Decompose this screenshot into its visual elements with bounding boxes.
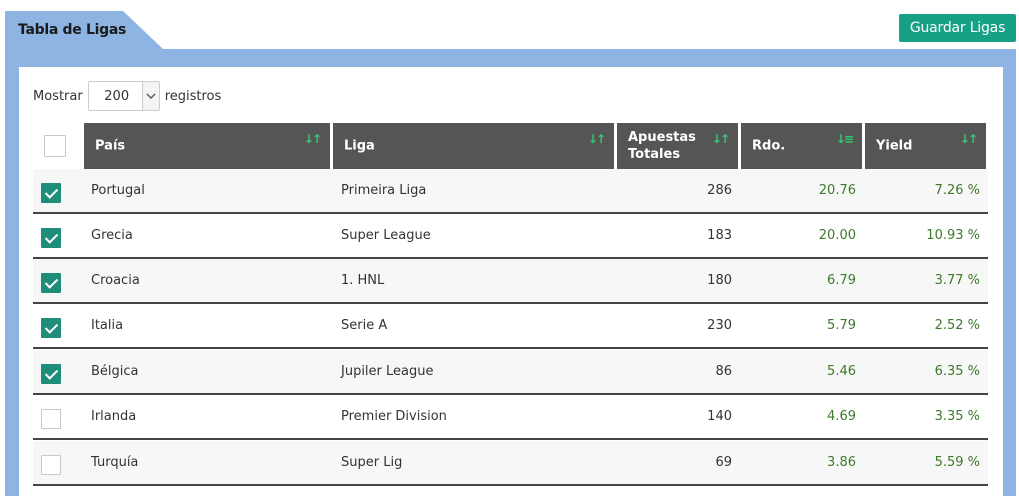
length-prefix-label: Mostrar — [33, 88, 83, 104]
cell-yield: 5.59 % — [934, 455, 980, 470]
cell-pais: Grecia — [91, 228, 133, 243]
table-row: Irlanda Premier Division 140 4.69 3.35 % — [33, 395, 988, 440]
cell-pais: Bélgica — [91, 364, 139, 379]
cell-apuestas: 86 — [715, 364, 732, 379]
cell-yield: 3.77 % — [934, 273, 980, 288]
table-row: Portugal Primeira Liga 286 20.76 7.26 % — [33, 169, 988, 214]
cell-apuestas: 230 — [707, 318, 732, 333]
column-header-pais[interactable]: País ↓↑ — [84, 123, 330, 169]
page-title: Tabla de Ligas — [18, 22, 127, 38]
cell-pais: Irlanda — [91, 409, 137, 424]
cell-liga: Premier Division — [341, 409, 447, 424]
column-label: País — [95, 138, 126, 154]
cell-yield: 6.35 % — [934, 364, 980, 379]
cell-liga: Jupiler League — [341, 364, 434, 379]
cell-yield: 10.93 % — [926, 228, 980, 243]
cell-rdo: 20.76 — [818, 183, 856, 198]
column-header-apuestas[interactable]: Apuestas Totales ↓↑ — [617, 123, 738, 169]
cell-rdo: 4.69 — [827, 409, 856, 424]
table-row: Croacia 1. HNL 180 6.79 3.77 % — [33, 259, 988, 304]
cell-liga: Primeira Liga — [341, 183, 427, 198]
select-all-checkbox[interactable] — [44, 135, 66, 157]
row-checkbox[interactable] — [41, 455, 61, 475]
row-checkbox[interactable] — [41, 273, 61, 293]
chevron-down-icon — [141, 82, 159, 110]
cell-apuestas: 183 — [707, 228, 732, 243]
length-menu: Mostrar 200 registros — [33, 81, 221, 111]
cell-apuestas: 180 — [707, 273, 732, 288]
table-header: País ↓↑ Liga ↓↑ Apuestas Totales ↓↑ Rdo.… — [33, 123, 988, 169]
cell-apuestas: 140 — [707, 409, 732, 424]
cell-yield: 3.35 % — [934, 409, 980, 424]
cell-apuestas: 286 — [707, 183, 732, 198]
cell-pais: Turquía — [91, 455, 139, 470]
cell-yield: 7.26 % — [934, 183, 980, 198]
table-row: Turquía Super Lig 69 3.86 5.59 % — [33, 441, 988, 486]
cell-pais: Portugal — [91, 183, 145, 198]
column-header-rdo[interactable]: Rdo. ↓≡ — [741, 123, 862, 169]
row-checkbox[interactable] — [41, 183, 61, 203]
cell-liga: Super League — [341, 228, 431, 243]
sort-both-icon: ↓↑ — [711, 132, 730, 146]
sort-both-icon: ↓↑ — [587, 132, 606, 146]
cell-liga: Serie A — [341, 318, 388, 333]
row-checkbox[interactable] — [41, 228, 61, 248]
cell-rdo: 5.79 — [827, 318, 856, 333]
column-label: Liga — [344, 138, 375, 154]
cell-rdo: 3.86 — [827, 455, 856, 470]
sort-desc-icon: ↓≡ — [835, 132, 854, 146]
column-label: Rdo. — [752, 138, 786, 154]
column-header-yield[interactable]: Yield ↓↑ — [865, 123, 986, 169]
page-title-tab: Tabla de Ligas — [5, 11, 163, 49]
cell-apuestas: 69 — [715, 455, 732, 470]
save-leagues-button[interactable]: Guardar Ligas — [899, 14, 1016, 42]
sort-both-icon: ↓↑ — [303, 132, 322, 146]
records-per-page-value: 200 — [104, 88, 130, 104]
records-per-page-select[interactable]: 200 — [87, 81, 160, 111]
row-checkbox[interactable] — [41, 364, 61, 384]
column-header-liga[interactable]: Liga ↓↑ — [333, 123, 614, 169]
cell-pais: Croacia — [91, 273, 140, 288]
cell-liga: Super Lig — [341, 455, 403, 470]
cell-rdo: 20.00 — [818, 228, 856, 243]
cell-rdo: 5.46 — [827, 364, 856, 379]
column-label: Yield — [876, 138, 913, 154]
column-label: Apuestas Totales — [628, 130, 696, 162]
cell-pais: Italia — [91, 318, 124, 333]
row-checkbox[interactable] — [41, 409, 61, 429]
cell-rdo: 6.79 — [827, 273, 856, 288]
table-row: Italia Serie A 230 5.79 2.52 % — [33, 304, 988, 349]
header-select-cell — [33, 123, 79, 169]
cell-yield: 2.52 % — [934, 318, 980, 333]
cell-liga: 1. HNL — [341, 273, 385, 288]
table-row: Bélgica Jupiler League 86 5.46 6.35 % — [33, 350, 988, 395]
length-suffix-label: registros — [164, 88, 222, 104]
sort-both-icon: ↓↑ — [959, 132, 978, 146]
row-checkbox[interactable] — [41, 318, 61, 338]
table-row: Grecia Super League 183 20.00 10.93 % — [33, 214, 988, 259]
